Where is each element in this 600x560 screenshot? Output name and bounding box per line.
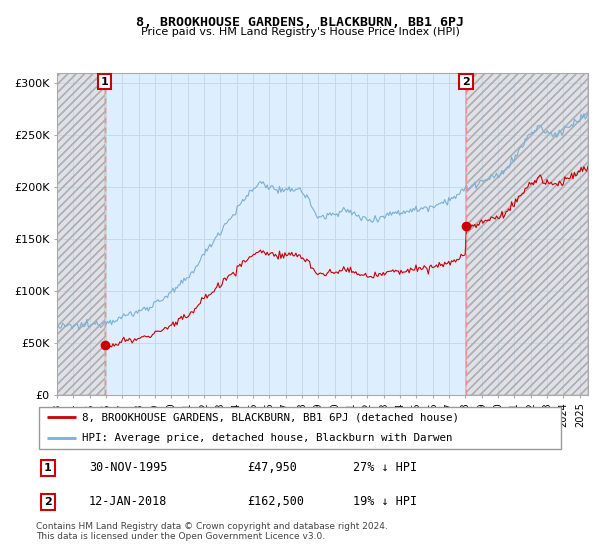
Text: 8, BROOKHOUSE GARDENS, BLACKBURN, BB1 6PJ: 8, BROOKHOUSE GARDENS, BLACKBURN, BB1 6P…	[136, 16, 464, 29]
Text: 8, BROOKHOUSE GARDENS, BLACKBURN, BB1 6PJ (detached house): 8, BROOKHOUSE GARDENS, BLACKBURN, BB1 6P…	[82, 412, 460, 422]
Text: HPI: Average price, detached house, Blackburn with Darwen: HPI: Average price, detached house, Blac…	[82, 433, 453, 444]
Bar	[466, 73, 588, 395]
Text: 1: 1	[44, 463, 52, 473]
Text: Contains HM Land Registry data © Crown copyright and database right 2024.
This d: Contains HM Land Registry data © Crown c…	[36, 522, 388, 542]
Bar	[57, 73, 105, 395]
Text: 2: 2	[462, 77, 470, 87]
Text: £47,950: £47,950	[247, 461, 297, 474]
FancyBboxPatch shape	[38, 407, 562, 449]
Bar	[57, 73, 105, 395]
Text: 1: 1	[101, 77, 109, 87]
Text: 27% ↓ HPI: 27% ↓ HPI	[353, 461, 417, 474]
Text: Price paid vs. HM Land Registry's House Price Index (HPI): Price paid vs. HM Land Registry's House …	[140, 27, 460, 37]
Text: 12-JAN-2018: 12-JAN-2018	[89, 496, 167, 508]
Bar	[57, 73, 105, 395]
Bar	[466, 73, 588, 395]
Text: £162,500: £162,500	[247, 496, 304, 508]
Text: 30-NOV-1995: 30-NOV-1995	[89, 461, 167, 474]
Text: 19% ↓ HPI: 19% ↓ HPI	[353, 496, 417, 508]
Text: 2: 2	[44, 497, 52, 507]
Bar	[466, 73, 588, 395]
